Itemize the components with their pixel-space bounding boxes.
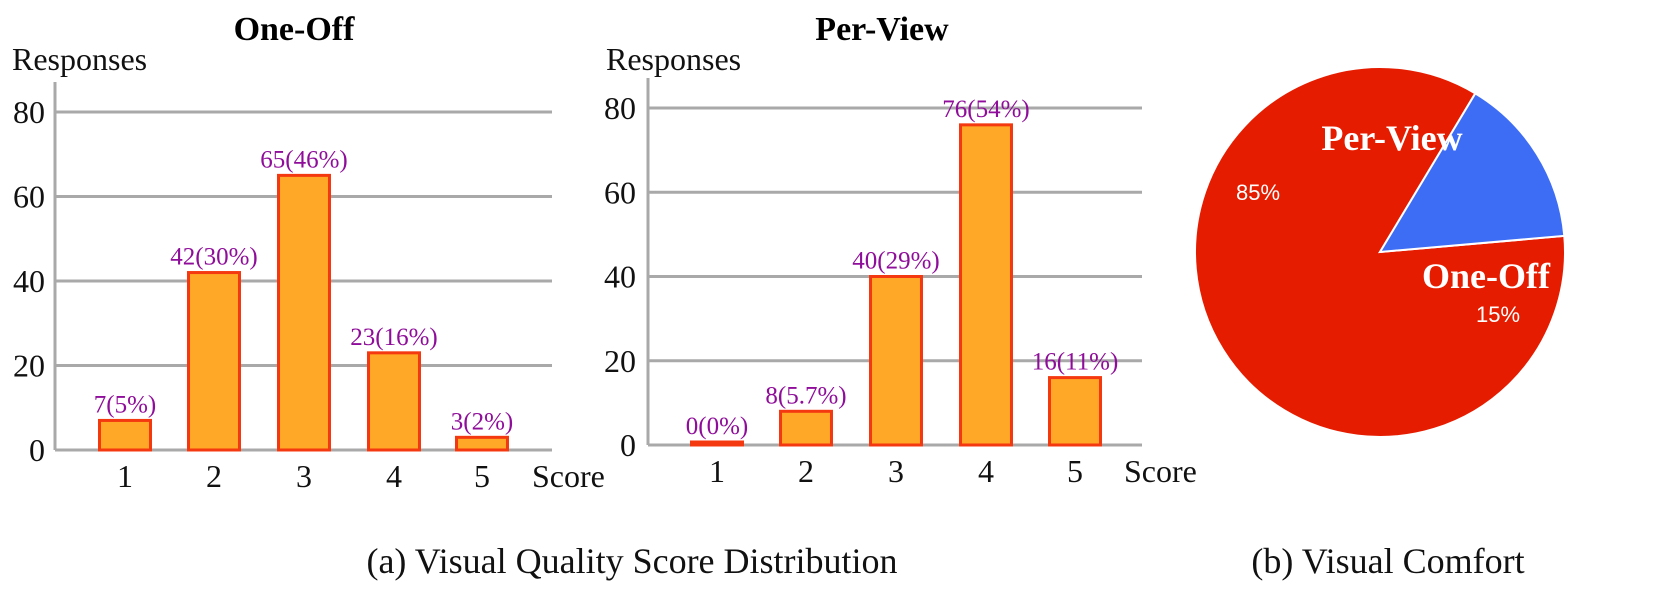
pie-slice-one-off bbox=[1378, 92, 1566, 254]
bar-score-5 bbox=[455, 435, 509, 452]
bar-score-3 bbox=[277, 173, 331, 452]
y-tick-label: 60 bbox=[604, 174, 636, 210]
data-label: 16(11%) bbox=[1032, 349, 1119, 376]
y-tick-label: 40 bbox=[13, 263, 45, 299]
data-label: 65(46%) bbox=[260, 146, 347, 173]
x-tick-label: 4 bbox=[386, 458, 402, 494]
data-label: 76(54%) bbox=[942, 96, 1029, 123]
bar-score-3 bbox=[869, 275, 923, 447]
y-tick-label: 80 bbox=[13, 94, 45, 130]
x-tick-label: 4 bbox=[978, 453, 994, 489]
x-tick-label: 1 bbox=[117, 458, 133, 494]
visual-comfort-pie-chart: Per-View 85% One-Off 15% bbox=[1194, 66, 1566, 438]
x-tick-label: 3 bbox=[888, 453, 904, 489]
caption-b: (b) Visual Comfort bbox=[1251, 541, 1524, 581]
x-tick-label: 5 bbox=[474, 458, 490, 494]
y-tick-label: 40 bbox=[604, 259, 636, 295]
y-tick-label: 60 bbox=[13, 179, 45, 215]
bar-score-2 bbox=[187, 271, 241, 452]
bar-score-5 bbox=[1048, 376, 1102, 447]
per-view-title: Per-View bbox=[815, 11, 949, 48]
pie-label-per-view: Per-View bbox=[1321, 118, 1462, 158]
x-axis-label: Score bbox=[532, 458, 605, 494]
y-tick-label: 20 bbox=[604, 343, 636, 379]
data-label: 7(5%) bbox=[94, 391, 156, 418]
one-off-title: One-Off bbox=[234, 11, 356, 48]
y-axis-label: Responses bbox=[12, 41, 147, 77]
x-axis-label: Score bbox=[1124, 453, 1197, 489]
data-label: 8(5.7%) bbox=[765, 382, 846, 409]
bar-score-1 bbox=[690, 440, 744, 447]
y-tick-label: 0 bbox=[620, 427, 636, 463]
x-tick-label: 2 bbox=[798, 453, 814, 489]
one-off-bar-chart: One-Off Responses 0 20 40 60 80 7(5%) 1 42(30%) 2 6… bbox=[12, 11, 605, 494]
y-tick-label: 0 bbox=[29, 432, 45, 468]
x-tick-label: 3 bbox=[296, 458, 312, 494]
pie-percent-one-off: 15% bbox=[1476, 302, 1520, 327]
per-view-bar-chart: Per-View Responses 0 20 40 60 80 0(0%) 1 8(5.7%) 2… bbox=[604, 11, 1197, 489]
data-label: 3(2%) bbox=[451, 408, 513, 435]
bar-score-2 bbox=[779, 409, 833, 447]
caption-a: (a) Visual Quality Score Distribution bbox=[366, 541, 897, 581]
x-tick-label: 1 bbox=[709, 453, 725, 489]
data-label: 23(16%) bbox=[350, 324, 437, 351]
y-axis-label: Responses bbox=[606, 41, 741, 77]
pie-percent-per-view: 85% bbox=[1236, 180, 1280, 205]
data-label: 0(0%) bbox=[686, 413, 748, 440]
y-tick-label: 20 bbox=[13, 348, 45, 384]
data-label: 40(29%) bbox=[852, 248, 939, 275]
bar-score-4 bbox=[959, 123, 1013, 447]
data-label: 42(30%) bbox=[170, 244, 257, 271]
pie-label-one-off: One-Off bbox=[1422, 256, 1551, 296]
y-tick-label: 80 bbox=[604, 90, 636, 126]
x-tick-label: 5 bbox=[1067, 453, 1083, 489]
bar-score-1 bbox=[98, 418, 152, 452]
x-tick-label: 2 bbox=[206, 458, 222, 494]
bar-score-4 bbox=[367, 351, 421, 452]
